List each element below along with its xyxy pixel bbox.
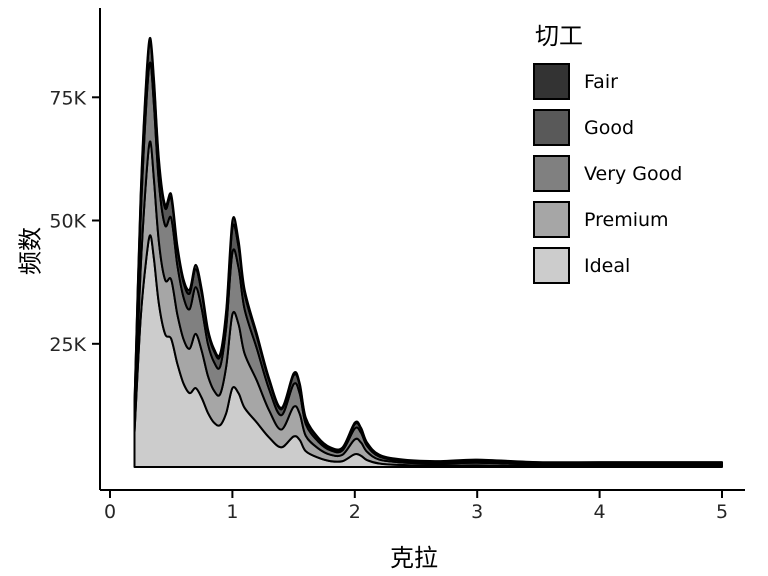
- x-axis-title: 克拉: [390, 544, 438, 572]
- legend-items: Fair Good Very Good Premium Ideal: [533, 63, 682, 284]
- legend-label: Very Good: [584, 162, 683, 185]
- legend-title: 切工: [535, 22, 583, 50]
- legend-label: Fair: [584, 70, 618, 93]
- legend-swatch: [533, 63, 570, 100]
- area-layer-fair: [133, 36, 723, 464]
- y-axis-title: 频数: [16, 227, 45, 275]
- legend-item: Very Good: [533, 155, 682, 192]
- legend-swatch: [533, 247, 570, 284]
- x-tick-label: 0: [104, 501, 116, 523]
- legend-swatch: [533, 109, 570, 146]
- legend-item: Premium: [533, 201, 682, 238]
- y-tick-label: 25K: [49, 334, 86, 356]
- x-tick-label: 4: [594, 501, 606, 523]
- legend-label: Ideal: [584, 254, 631, 277]
- x-tick-label: 2: [349, 501, 361, 523]
- legend-label: Good: [584, 116, 635, 139]
- legend: 切工 Fair Good Very Good Premium Ideal: [533, 16, 682, 293]
- x-tick-label: 3: [471, 501, 483, 523]
- legend-swatch: [533, 201, 570, 238]
- legend-item: Good: [533, 109, 682, 146]
- y-tick-label: 50K: [49, 211, 86, 233]
- legend-swatch: [533, 155, 570, 192]
- x-tick-label: 5: [716, 501, 728, 523]
- legend-item: Fair: [533, 63, 682, 100]
- y-tick-label: 75K: [49, 87, 86, 109]
- legend-label: Premium: [584, 208, 669, 231]
- legend-item: Ideal: [533, 247, 682, 284]
- x-tick-label: 1: [226, 501, 238, 523]
